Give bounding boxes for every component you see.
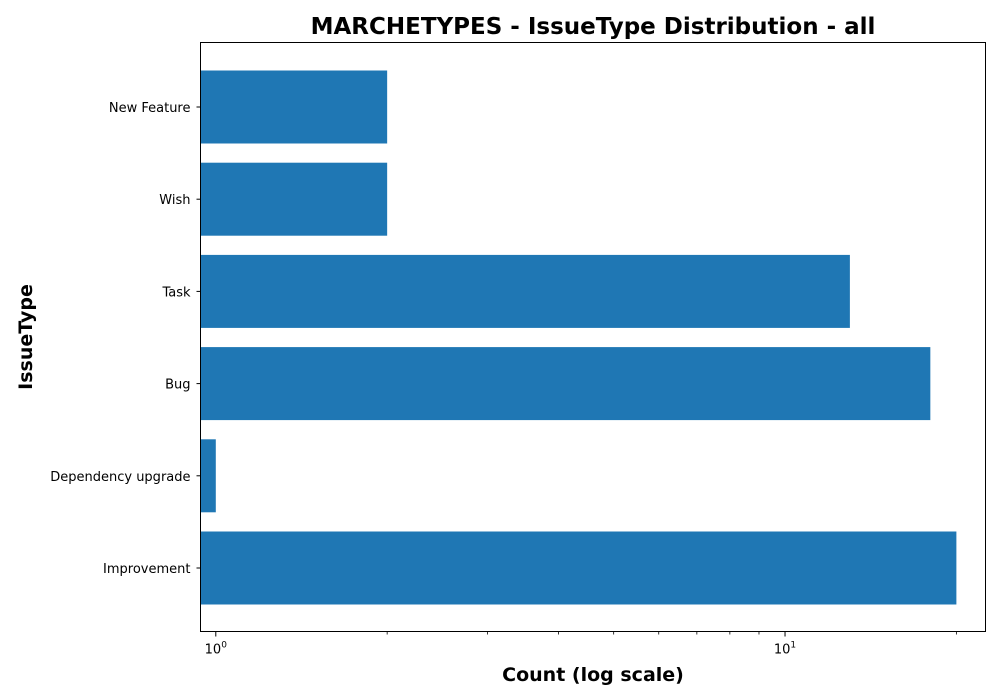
x-axis: 100 101 (205, 631, 957, 658)
x-tick-label: 100 (205, 641, 228, 658)
bar-improvement (200, 531, 957, 605)
y-tick-label: Wish (159, 193, 190, 208)
y-tick-label: Improvement (103, 562, 190, 577)
x-tick-label: 101 (774, 641, 796, 658)
bar-task (200, 254, 850, 328)
bar-dependency-upgrade (200, 439, 216, 513)
y-tick-label: Task (161, 285, 191, 300)
y-tick-label: Bug (165, 378, 190, 393)
y-axis-label: IssueType (15, 284, 37, 390)
bar-new-feature (200, 70, 388, 144)
x-axis-label: Count (log scale) (502, 664, 684, 686)
y-axis: Improvement Dependency upgrade Bug Task Wish… (50, 101, 201, 577)
chart-title: MARCHETYPES - IssueType Distribution - a… (311, 14, 876, 40)
plot-frame (200, 42, 986, 632)
bar-bug (200, 347, 931, 421)
y-tick-label: Dependency upgrade (50, 470, 190, 485)
bar-wish (200, 162, 388, 236)
y-tick-label: New Feature (109, 101, 191, 116)
plot-area (200, 70, 957, 605)
